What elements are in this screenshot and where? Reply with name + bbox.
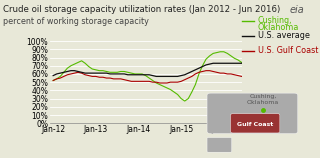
Text: Cushing,
Oklahoma: Cushing, Oklahoma (247, 94, 279, 105)
Text: eia: eia (289, 5, 304, 15)
Text: U.S. Gulf Coast: U.S. Gulf Coast (258, 46, 318, 55)
FancyBboxPatch shape (207, 93, 298, 134)
Text: U.S. average: U.S. average (258, 31, 309, 40)
Text: Crude oil storage capacity utilization rates (Jan 2012 - Jun 2016): Crude oil storage capacity utilization r… (3, 5, 280, 14)
Text: Cushing,: Cushing, (258, 16, 292, 25)
Text: Gulf Coast: Gulf Coast (237, 122, 273, 128)
Text: Oklahoma: Oklahoma (258, 23, 299, 32)
Text: percent of working storage capacity: percent of working storage capacity (3, 17, 149, 26)
FancyBboxPatch shape (230, 114, 280, 133)
FancyBboxPatch shape (207, 138, 232, 152)
